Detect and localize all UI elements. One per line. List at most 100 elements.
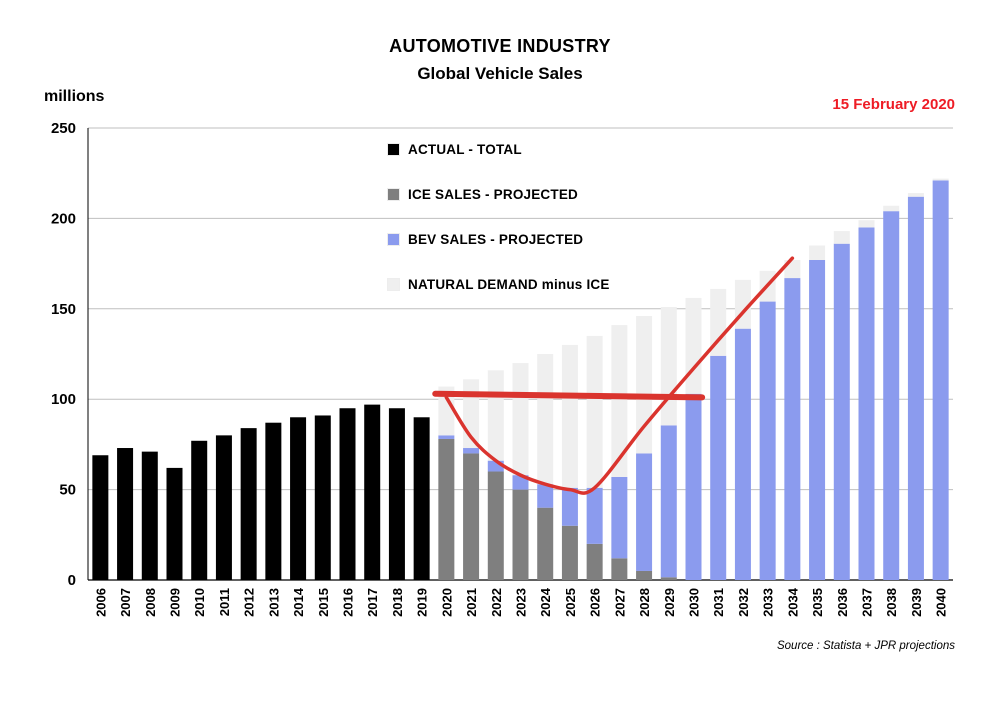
bar-segment-2026 [586, 335, 603, 488]
bar-segment-2010 [191, 440, 208, 580]
legend-label: ICE SALES - PROJECTED [408, 186, 578, 202]
bar-segment-2036 [833, 243, 850, 580]
bar-segment-2015 [314, 415, 331, 580]
annotation-flat-demand-line [432, 390, 706, 401]
bar-segment-2016 [339, 408, 356, 580]
x-tick-label: 2012 [242, 588, 257, 617]
x-axis-labels: 2006 2007 2008 2009 2010 2011 2012 2013 2014 2015… [93, 587, 948, 617]
x-tick-label: 2007 [118, 588, 133, 617]
bar-segment-2025 [561, 487, 578, 526]
bar-segment-2017 [364, 404, 381, 580]
x-tick-label: 2011 [217, 588, 232, 616]
x-tick-label: 2035 [810, 588, 825, 617]
x-tick-label: 2038 [884, 588, 899, 617]
bar-segment-2037 [858, 220, 875, 228]
annotation-swoosh-curve [444, 256, 795, 495]
x-tick-label: 2023 [514, 588, 529, 617]
x-tick-label: 2019 [415, 588, 430, 617]
bar-segment-2035 [809, 259, 826, 580]
bar-segment-2008 [141, 451, 158, 580]
bar-segment-2039 [907, 193, 924, 197]
y-tick-label: 150 [51, 301, 76, 318]
x-tick-label: 2031 [711, 588, 726, 617]
x-tick-label: 2009 [168, 588, 183, 617]
x-tick-label: 2021 [464, 588, 479, 617]
source-label: Source : Statista + JPR projections [776, 640, 955, 652]
legend-swatch-natural-demand-icon [387, 277, 400, 291]
bar-segment-2020 [438, 435, 455, 439]
bar-segment-2020 [438, 438, 455, 580]
legend-swatch-ice-icon [387, 187, 400, 201]
x-tick-label: 2027 [612, 588, 627, 617]
bar-segment-2021 [463, 453, 480, 580]
x-tick-label: 2014 [291, 587, 306, 617]
bar-segment-2014 [290, 417, 307, 580]
x-tick-label: 2028 [637, 588, 652, 617]
bar-segment-2012 [240, 428, 257, 580]
bar-segment-2040 [932, 180, 949, 580]
legend-swatch-bev-icon [387, 232, 400, 246]
x-tick-label: 2017 [365, 588, 380, 617]
bar-segment-2035 [809, 245, 826, 260]
x-tick-label: 2013 [266, 588, 281, 617]
y-tick-label: 100 [51, 391, 76, 408]
bars [92, 178, 949, 581]
bar-segment-2024 [537, 354, 554, 485]
bar-segment-2021 [463, 448, 480, 454]
y-tick-label: 200 [51, 210, 76, 227]
bar-segment-2031 [710, 355, 727, 580]
x-tick-label: 2026 [588, 588, 603, 617]
legend-item-bev-projected: BEV SALES - PROJECTED [387, 230, 610, 248]
x-tick-label: 2008 [143, 588, 158, 617]
x-tick-label: 2030 [687, 588, 702, 617]
bar-segment-2026 [586, 543, 603, 580]
x-tick-label: 2018 [390, 588, 405, 617]
legend-label: NATURAL DEMAND minus ICE [408, 276, 610, 292]
x-tick-label: 2037 [860, 588, 875, 617]
legend-item-actual-total: ACTUAL - TOTAL [387, 140, 610, 158]
chart-subtitle: Global Vehicle Sales [417, 64, 583, 83]
bar-segment-2029 [660, 306, 677, 426]
bar-segment-2029 [660, 577, 677, 580]
x-tick-label: 2033 [761, 588, 776, 617]
x-tick-label: 2029 [662, 588, 677, 617]
bar-segment-2027 [611, 558, 628, 580]
bar-segment-2024 [537, 484, 554, 508]
bar-segment-2030 [685, 393, 702, 580]
x-tick-label: 2024 [538, 587, 553, 617]
bar-segment-2025 [561, 525, 578, 580]
x-tick-label: 2040 [934, 588, 949, 617]
bar-segment-2022 [487, 370, 504, 461]
bar-segment-2028 [636, 453, 653, 571]
x-tick-label: 2010 [192, 588, 207, 617]
legend-item-ice-projected: ICE SALES - PROJECTED [387, 185, 610, 203]
x-tick-label: 2015 [316, 588, 331, 617]
bar-segment-2029 [660, 425, 677, 578]
legend-swatch-actual-icon [387, 142, 400, 156]
bar-segment-2038 [883, 211, 900, 580]
bar-segment-2019 [413, 417, 430, 580]
bar-segment-2023 [512, 363, 529, 476]
bar-segment-2020 [438, 386, 455, 436]
bar-segment-2022 [487, 471, 504, 580]
bar-segment-2024 [537, 507, 554, 580]
legend-label: ACTUAL - TOTAL [408, 141, 522, 157]
bar-segment-2007 [117, 448, 134, 580]
x-tick-label: 2032 [736, 588, 751, 617]
bar-segment-2031 [710, 288, 727, 356]
bar-segment-2013 [265, 422, 282, 580]
y-tick-label: 0 [68, 572, 76, 589]
bar-segment-2027 [611, 476, 628, 559]
x-tick-label: 2036 [835, 588, 850, 617]
bar-segment-2032 [734, 328, 751, 580]
bar-segment-2011 [215, 435, 232, 580]
title-block: AUTOMOTIVE INDUSTRY Global Vehicle Sales [0, 36, 1000, 84]
bar-segment-2037 [858, 227, 875, 580]
bar-segment-2038 [883, 205, 900, 212]
y-tick-label: 250 [51, 120, 76, 137]
bar-segment-2039 [907, 196, 924, 581]
x-tick-label: 2006 [93, 588, 108, 617]
date-label: 15 February 2020 [832, 96, 955, 113]
